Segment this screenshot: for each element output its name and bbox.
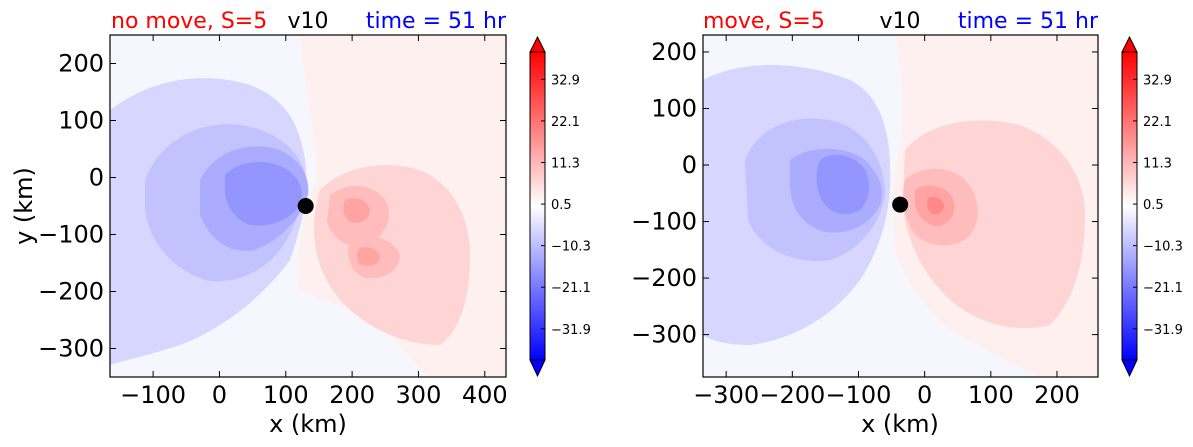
left-axes-frame	[109, 34, 507, 378]
x-tick-label: 100	[263, 381, 309, 409]
left-heatmap	[110, 35, 506, 377]
y-tick-label: −200	[631, 264, 697, 292]
x-tick-label: 0	[917, 381, 932, 409]
y-tick-label: 100	[58, 107, 104, 135]
right-y-ticks: 200 100 0 −100 −200 −300	[631, 38, 1098, 349]
x-tick-label: −300	[693, 381, 759, 409]
y-tick-label: 200	[651, 38, 697, 66]
colorbar-tick-label: −21.1	[1143, 281, 1183, 296]
right-title-center: v10	[879, 9, 920, 34]
colorbar-tick-label: 22.1	[1143, 115, 1172, 130]
left-x-ticks: −100 0 100 200 300 400	[120, 35, 508, 409]
x-tick-label: −100	[120, 381, 186, 409]
x-tick-label: 200	[329, 381, 375, 409]
colorbar-tick-label: −10.3	[551, 240, 591, 255]
x-tick-label: 400	[462, 381, 508, 409]
colorbar-tick-label: −31.9	[551, 323, 591, 338]
colorbar-tick-label: 22.1	[551, 115, 580, 130]
y-tick-label: 200	[58, 50, 104, 78]
right-colorbar: 32.9 22.1 11.3 0.5 −10.3 −21.1 −31.9	[1121, 35, 1183, 378]
left-y-ticks: 200 100 0 −100 −200 −300	[38, 50, 506, 363]
x-tick-label: 0	[212, 381, 227, 409]
y-tick-label: −100	[631, 208, 697, 236]
y-tick-label: 100	[651, 94, 697, 122]
right-panel: −300 −200 −100 0 100 200 2001000−100−200−300 …	[631, 9, 1183, 438]
colorbar-tick-label: −31.9	[1143, 323, 1183, 338]
colorbar-tick-label: −21.1	[551, 281, 591, 296]
left-panel: −100 0 100 200 300 400 200 100 0 −100 −200 −300 no…	[10, 9, 591, 438]
x-tick-label: 300	[396, 381, 442, 409]
left-x-axis-label: x (km)	[269, 410, 347, 438]
colorbar-tick-label: 11.3	[551, 156, 580, 171]
left-title-right: time = 51 hr	[366, 9, 507, 34]
y-tick-label: −200	[38, 278, 104, 306]
storm-center-marker	[297, 198, 314, 214]
colorbar-tick-label: 32.9	[1143, 73, 1172, 88]
colorbar-tick-label: 0.5	[551, 198, 572, 213]
left-colorbar: 32.9 22.1 11.3 0.5 −10.3 −21.1 −31.9	[529, 35, 591, 378]
x-tick-label: −100	[826, 381, 892, 409]
left-y-axis-label: y (km)	[10, 167, 38, 245]
y-tick-label: 0	[682, 151, 697, 179]
y-tick-label: −100	[38, 221, 104, 249]
y-tick-label: −300	[38, 335, 104, 363]
colorbar-tick-label: 32.9	[551, 73, 580, 88]
right-x-ticks: −300 −200 −100 0 100 200	[693, 35, 1080, 409]
x-tick-label: −200	[759, 381, 825, 409]
colorbar-tick-label: −10.3	[1143, 240, 1183, 255]
storm-center-marker	[892, 196, 909, 213]
left-title-left: no move, S=5	[111, 9, 267, 34]
y-tick-label: 0	[89, 164, 104, 192]
colorbar-tick-label: 11.3	[1143, 156, 1172, 171]
right-x-axis-label: x (km)	[861, 410, 939, 438]
left-title-center: v10	[287, 9, 328, 34]
x-tick-label: 200	[1034, 381, 1080, 409]
colorbar-tick-label: 0.5	[1143, 198, 1164, 213]
right-heatmap	[703, 35, 1098, 377]
x-tick-label: 100	[968, 381, 1014, 409]
y-tick-label: −300	[631, 321, 697, 349]
right-axes-frame	[702, 34, 1099, 378]
right-title-right: time = 51 hr	[958, 9, 1099, 34]
right-title-left: move, S=5	[703, 9, 825, 34]
